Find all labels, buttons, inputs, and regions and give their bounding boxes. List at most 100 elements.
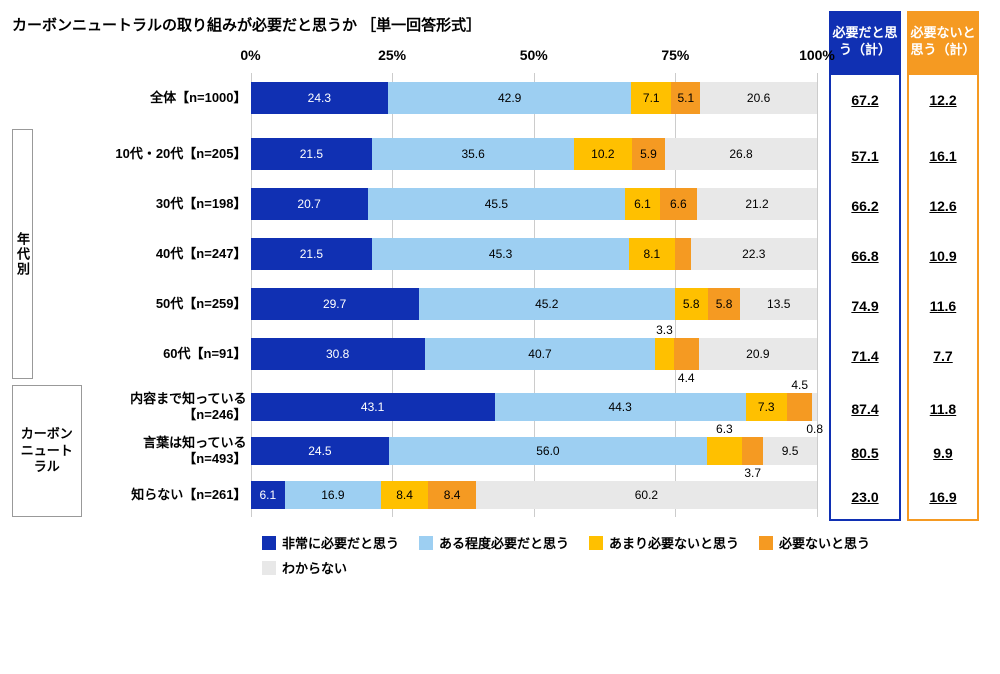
total-blue-cell: 66.8 xyxy=(831,231,899,281)
bar-segment: 5.1 xyxy=(671,82,700,114)
row-label: 言葉は知っている【n=493】 xyxy=(82,429,251,473)
bar-segment: 7.1 xyxy=(631,82,671,114)
bar-segment: 6.1 xyxy=(625,188,660,220)
label-column: 全体【n=1000】10代・20代【n=205】30代【n=198】40代【n=… xyxy=(82,43,251,517)
total-blue-cell: 74.9 xyxy=(831,281,899,331)
total-blue-cell: 71.4 xyxy=(831,331,899,381)
legend: 非常に必要だと思うある程度必要だと思うあまり必要ないと思う必要ないと思うわからな… xyxy=(262,533,882,577)
total-orange-cell: 7.7 xyxy=(909,331,977,381)
total-blue-cell: 66.2 xyxy=(831,181,899,231)
bar-segment: 45.2 xyxy=(419,288,675,320)
bar-segment: 20.6 xyxy=(700,82,817,114)
bar-segment: 7.3 xyxy=(746,393,787,421)
legend-label: あまり必要ないと思う xyxy=(609,533,739,552)
bar-segment: 3.3 xyxy=(655,338,674,370)
bar-segment: 21.5 xyxy=(251,238,373,270)
bar-segment: 35.6 xyxy=(372,138,574,170)
row-label: 全体【n=1000】 xyxy=(82,73,251,123)
total-orange-cell: 16.1 xyxy=(909,131,977,181)
bar-segment: 9.5 xyxy=(763,437,817,465)
bar-segment: 2.8 xyxy=(675,238,691,270)
bar-segment: 21.2 xyxy=(697,188,817,220)
row-label: 50代【n=259】 xyxy=(82,279,251,329)
bar-segment: 6.3 xyxy=(707,437,743,465)
total-blue-cell: 23.0 xyxy=(831,475,899,519)
bar-row: 24.342.97.15.120.6 xyxy=(251,73,817,123)
total-orange-cell: 12.6 xyxy=(909,181,977,231)
group-box: カーボンニュートラル xyxy=(12,385,82,517)
bar-segment: 40.7 xyxy=(425,338,655,370)
bar-segment: 6.1 xyxy=(251,481,286,509)
x-axis: 0%25%50%75%100% xyxy=(251,43,817,73)
row-label: 内容まで知っている【n=246】 xyxy=(82,385,251,429)
bar-row: 21.535.610.25.926.8 xyxy=(251,129,817,179)
total-orange-cell: 11.8 xyxy=(909,387,977,431)
chart-column: 0%25%50%75%100% 24.342.97.15.120.621.535… xyxy=(251,43,817,517)
totals-head-blue: 必要だと思う（計） xyxy=(829,11,901,73)
legend-swatch xyxy=(262,561,276,575)
bar-segment: 22.3 xyxy=(691,238,817,270)
total-orange-cell: 16.9 xyxy=(909,475,977,519)
bar-segment: 21.5 xyxy=(251,138,373,170)
legend-label: ある程度必要だと思う xyxy=(439,533,569,552)
bar-segment: 43.1 xyxy=(251,393,495,421)
bar-segment: 13.5 xyxy=(740,288,816,320)
legend-swatch xyxy=(419,536,433,550)
bar-segment: 30.8 xyxy=(251,338,425,370)
legend-item: わからない xyxy=(262,558,347,577)
group-column: 年代別カーボンニュートラル xyxy=(12,43,82,523)
legend-item: あまり必要ないと思う xyxy=(589,533,739,552)
legend-swatch xyxy=(589,536,603,550)
legend-swatch xyxy=(759,536,773,550)
bar-segment: 56.0 xyxy=(389,437,706,465)
bar-row: 21.545.38.12.822.3 xyxy=(251,229,817,279)
bar-row: 29.745.25.85.813.5 xyxy=(251,279,817,329)
legend-item: ある程度必要だと思う xyxy=(419,533,569,552)
axis-tick: 0% xyxy=(240,47,260,63)
total-orange-cell: 11.6 xyxy=(909,281,977,331)
total-orange-cell: 12.2 xyxy=(909,75,977,125)
bar-segment: 8.4 xyxy=(381,481,429,509)
bar-segment: 26.8 xyxy=(665,138,817,170)
row-label: 30代【n=198】 xyxy=(82,179,251,229)
total-orange-cell: 9.9 xyxy=(909,431,977,475)
bar-segment: 42.9 xyxy=(388,82,631,114)
total-blue-cell: 57.1 xyxy=(831,131,899,181)
totals-body-orange: 12.216.112.610.911.67.711.89.916.9 xyxy=(907,73,979,521)
bar-segment: 60.2 xyxy=(476,481,817,509)
bar-segment: 44.3 xyxy=(495,393,746,421)
total-blue-cell: 80.5 xyxy=(831,431,899,475)
totals-column: 必要だと思う（計） 67.257.166.266.874.971.487.480… xyxy=(829,43,988,521)
group-box: 年代別 xyxy=(12,129,33,379)
bar-segment: 5.8 xyxy=(708,288,741,320)
bar-segment: 0.8 xyxy=(812,393,817,421)
axis-tick: 50% xyxy=(520,47,548,63)
chart-wrap: 年代別カーボンニュートラル 全体【n=1000】10代・20代【n=205】30… xyxy=(12,43,988,523)
bar-segment: 45.5 xyxy=(368,188,626,220)
bar-segment: 45.3 xyxy=(372,238,629,270)
plot-area: 24.342.97.15.120.621.535.610.25.926.820.… xyxy=(251,73,817,517)
total-blue-cell: 87.4 xyxy=(831,387,899,431)
axis-tick: 100% xyxy=(799,47,835,63)
total-blue-cell: 67.2 xyxy=(831,75,899,125)
totals-body-blue: 67.2 57.166.266.874.971.4 87.480.523.0 xyxy=(829,73,901,521)
bar-segment: 4.5 xyxy=(787,393,812,421)
bar-segment: 29.7 xyxy=(251,288,419,320)
bar-row: 20.745.56.16.621.2 xyxy=(251,179,817,229)
bar-segment: 24.3 xyxy=(251,82,389,114)
bar-segment: 8.4 xyxy=(428,481,476,509)
bar-segment: 16.9 xyxy=(285,481,381,509)
bar-segment: 10.2 xyxy=(574,138,632,170)
bar-segment: 8.1 xyxy=(629,238,675,270)
row-label: 知らない【n=261】 xyxy=(82,473,251,517)
bar-segment: 4.4 xyxy=(674,338,699,370)
row-label: 10代・20代【n=205】 xyxy=(82,129,251,179)
axis-tick: 25% xyxy=(378,47,406,63)
axis-tick: 75% xyxy=(661,47,689,63)
bar-segment: 5.9 xyxy=(632,138,665,170)
legend-swatch xyxy=(262,536,276,550)
bar-segment: 3.7 xyxy=(742,437,763,465)
totals-head-orange: 必要ないと思う（計） xyxy=(907,11,979,73)
row-label: 60代【n=91】 xyxy=(82,329,251,379)
legend-label: わからない xyxy=(282,558,347,577)
